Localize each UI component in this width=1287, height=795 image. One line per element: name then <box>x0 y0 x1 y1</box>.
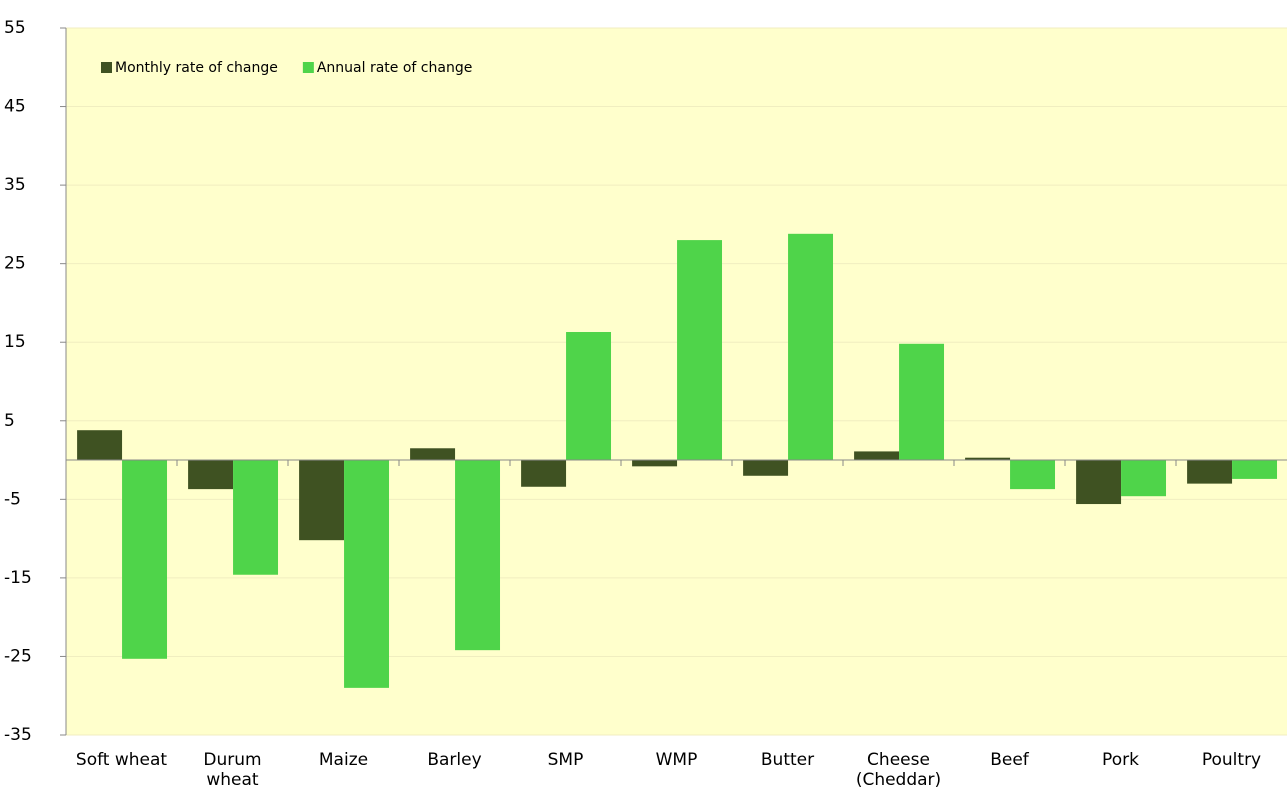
y-tick-label: -5 <box>4 489 21 509</box>
y-tick-label: -35 <box>4 725 32 745</box>
x-tick-label: Maize <box>318 750 369 770</box>
y-tick-label: -15 <box>4 568 32 588</box>
x-tick-label: Butter <box>760 750 815 770</box>
y-tick-label: 25 <box>4 254 26 274</box>
x-tick-label: WMP <box>655 750 698 770</box>
x-tick-label: Cheese (Cheddar) <box>855 750 942 790</box>
x-tick-label: Soft wheat <box>75 750 168 770</box>
legend-label: Annual rate of change <box>317 60 472 76</box>
y-tick-label: 15 <box>4 332 26 352</box>
bar <box>122 460 168 659</box>
legend-swatch <box>101 62 112 73</box>
y-tick-label: 55 <box>4 18 26 38</box>
bar <box>965 457 1011 461</box>
bar <box>1187 460 1233 484</box>
bar <box>899 343 945 461</box>
bar <box>410 448 456 461</box>
x-tick-label: Barley <box>427 750 482 770</box>
bar <box>1076 460 1122 505</box>
bar <box>632 460 678 467</box>
bar <box>743 460 789 476</box>
legend-swatch <box>302 62 314 73</box>
bar <box>188 460 234 490</box>
plot-area <box>66 28 1287 735</box>
bar <box>788 233 834 461</box>
legend-label: Monthly rate of change <box>115 60 278 76</box>
y-tick-label: 5 <box>4 411 15 431</box>
bar <box>854 451 900 461</box>
bar <box>677 240 723 461</box>
x-tick-label: Pork <box>1102 750 1139 770</box>
bar <box>566 332 612 461</box>
y-tick-label: 45 <box>4 97 26 117</box>
x-tick-label: Beef <box>990 750 1029 770</box>
bar <box>1010 460 1056 490</box>
bar <box>233 460 279 575</box>
x-tick-label: Durum wheat <box>203 750 262 790</box>
x-tick-label: SMP <box>547 750 584 770</box>
bar <box>77 430 123 461</box>
bar <box>299 460 345 541</box>
bar <box>1232 460 1278 479</box>
bar <box>344 460 390 688</box>
y-tick-label: -25 <box>4 646 32 666</box>
bar <box>1121 460 1167 497</box>
bar <box>521 460 567 487</box>
bar <box>455 460 501 651</box>
y-tick-label: 35 <box>4 175 26 195</box>
x-tick-label: Poultry <box>1201 750 1262 770</box>
